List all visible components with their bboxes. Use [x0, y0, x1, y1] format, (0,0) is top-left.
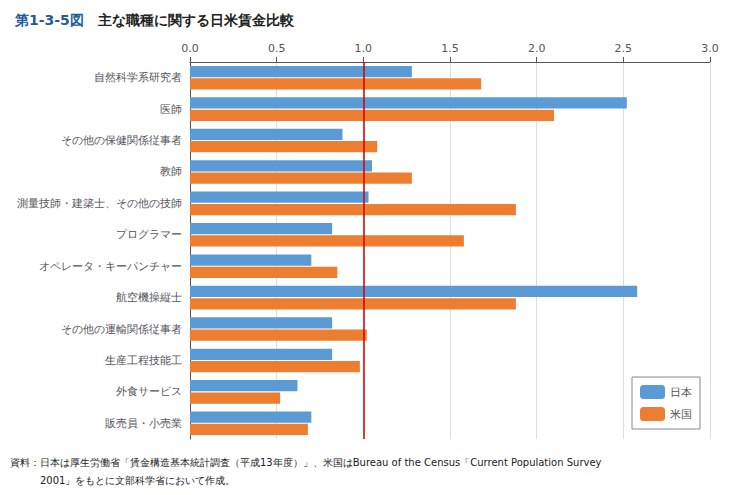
svg-text:日本: 日本	[670, 386, 692, 399]
svg-text:1.0: 1.0	[355, 42, 373, 55]
svg-text:その他の運輸関係従事者: その他の運輸関係従事者	[61, 323, 182, 336]
svg-text:2001」をもとに文部科学省において作成。: 2001」をもとに文部科学省において作成。	[10, 475, 235, 486]
svg-text:資料：日本は厚生労働省「賃金構造基本統計調査（平成13年度）: 資料：日本は厚生労働省「賃金構造基本統計調査（平成13年度）」、米国はBurea…	[10, 457, 602, 468]
svg-text:3.0: 3.0	[701, 42, 719, 55]
svg-text:医師: 医師	[160, 103, 182, 116]
svg-text:2.0: 2.0	[528, 42, 546, 55]
svg-text:第1-3-5図: 第1-3-5図	[14, 12, 84, 28]
svg-text:オペレータ・キーパンチャー: オペレータ・キーパンチャー	[39, 260, 182, 273]
svg-text:自然科学系研究者: 自然科学系研究者	[94, 71, 182, 84]
svg-text:2.5: 2.5	[615, 42, 633, 55]
svg-text:生産工程技能工: 生産工程技能工	[105, 354, 182, 367]
svg-text:教師: 教師	[160, 165, 182, 178]
svg-text:主な職種に関する日米賃金比較: 主な職種に関する日米賃金比較	[84, 12, 295, 28]
svg-text:1.5: 1.5	[441, 42, 459, 55]
svg-text:その他の保健関係従事者: その他の保健関係従事者	[61, 134, 182, 147]
svg-text:米国: 米国	[670, 408, 692, 421]
svg-text:0.5: 0.5	[268, 42, 286, 55]
svg-text:0.0: 0.0	[181, 42, 199, 55]
svg-text:測量技師・建築士、その他の技師: 測量技師・建築士、その他の技師	[17, 197, 182, 210]
svg-text:外食サービス: 外食サービス	[116, 385, 182, 398]
svg-text:プログラマー: プログラマー	[116, 228, 182, 241]
svg-text:販売員・小売業: 販売員・小売業	[105, 417, 182, 430]
svg-text:航空機操縦士: 航空機操縦士	[116, 291, 182, 304]
